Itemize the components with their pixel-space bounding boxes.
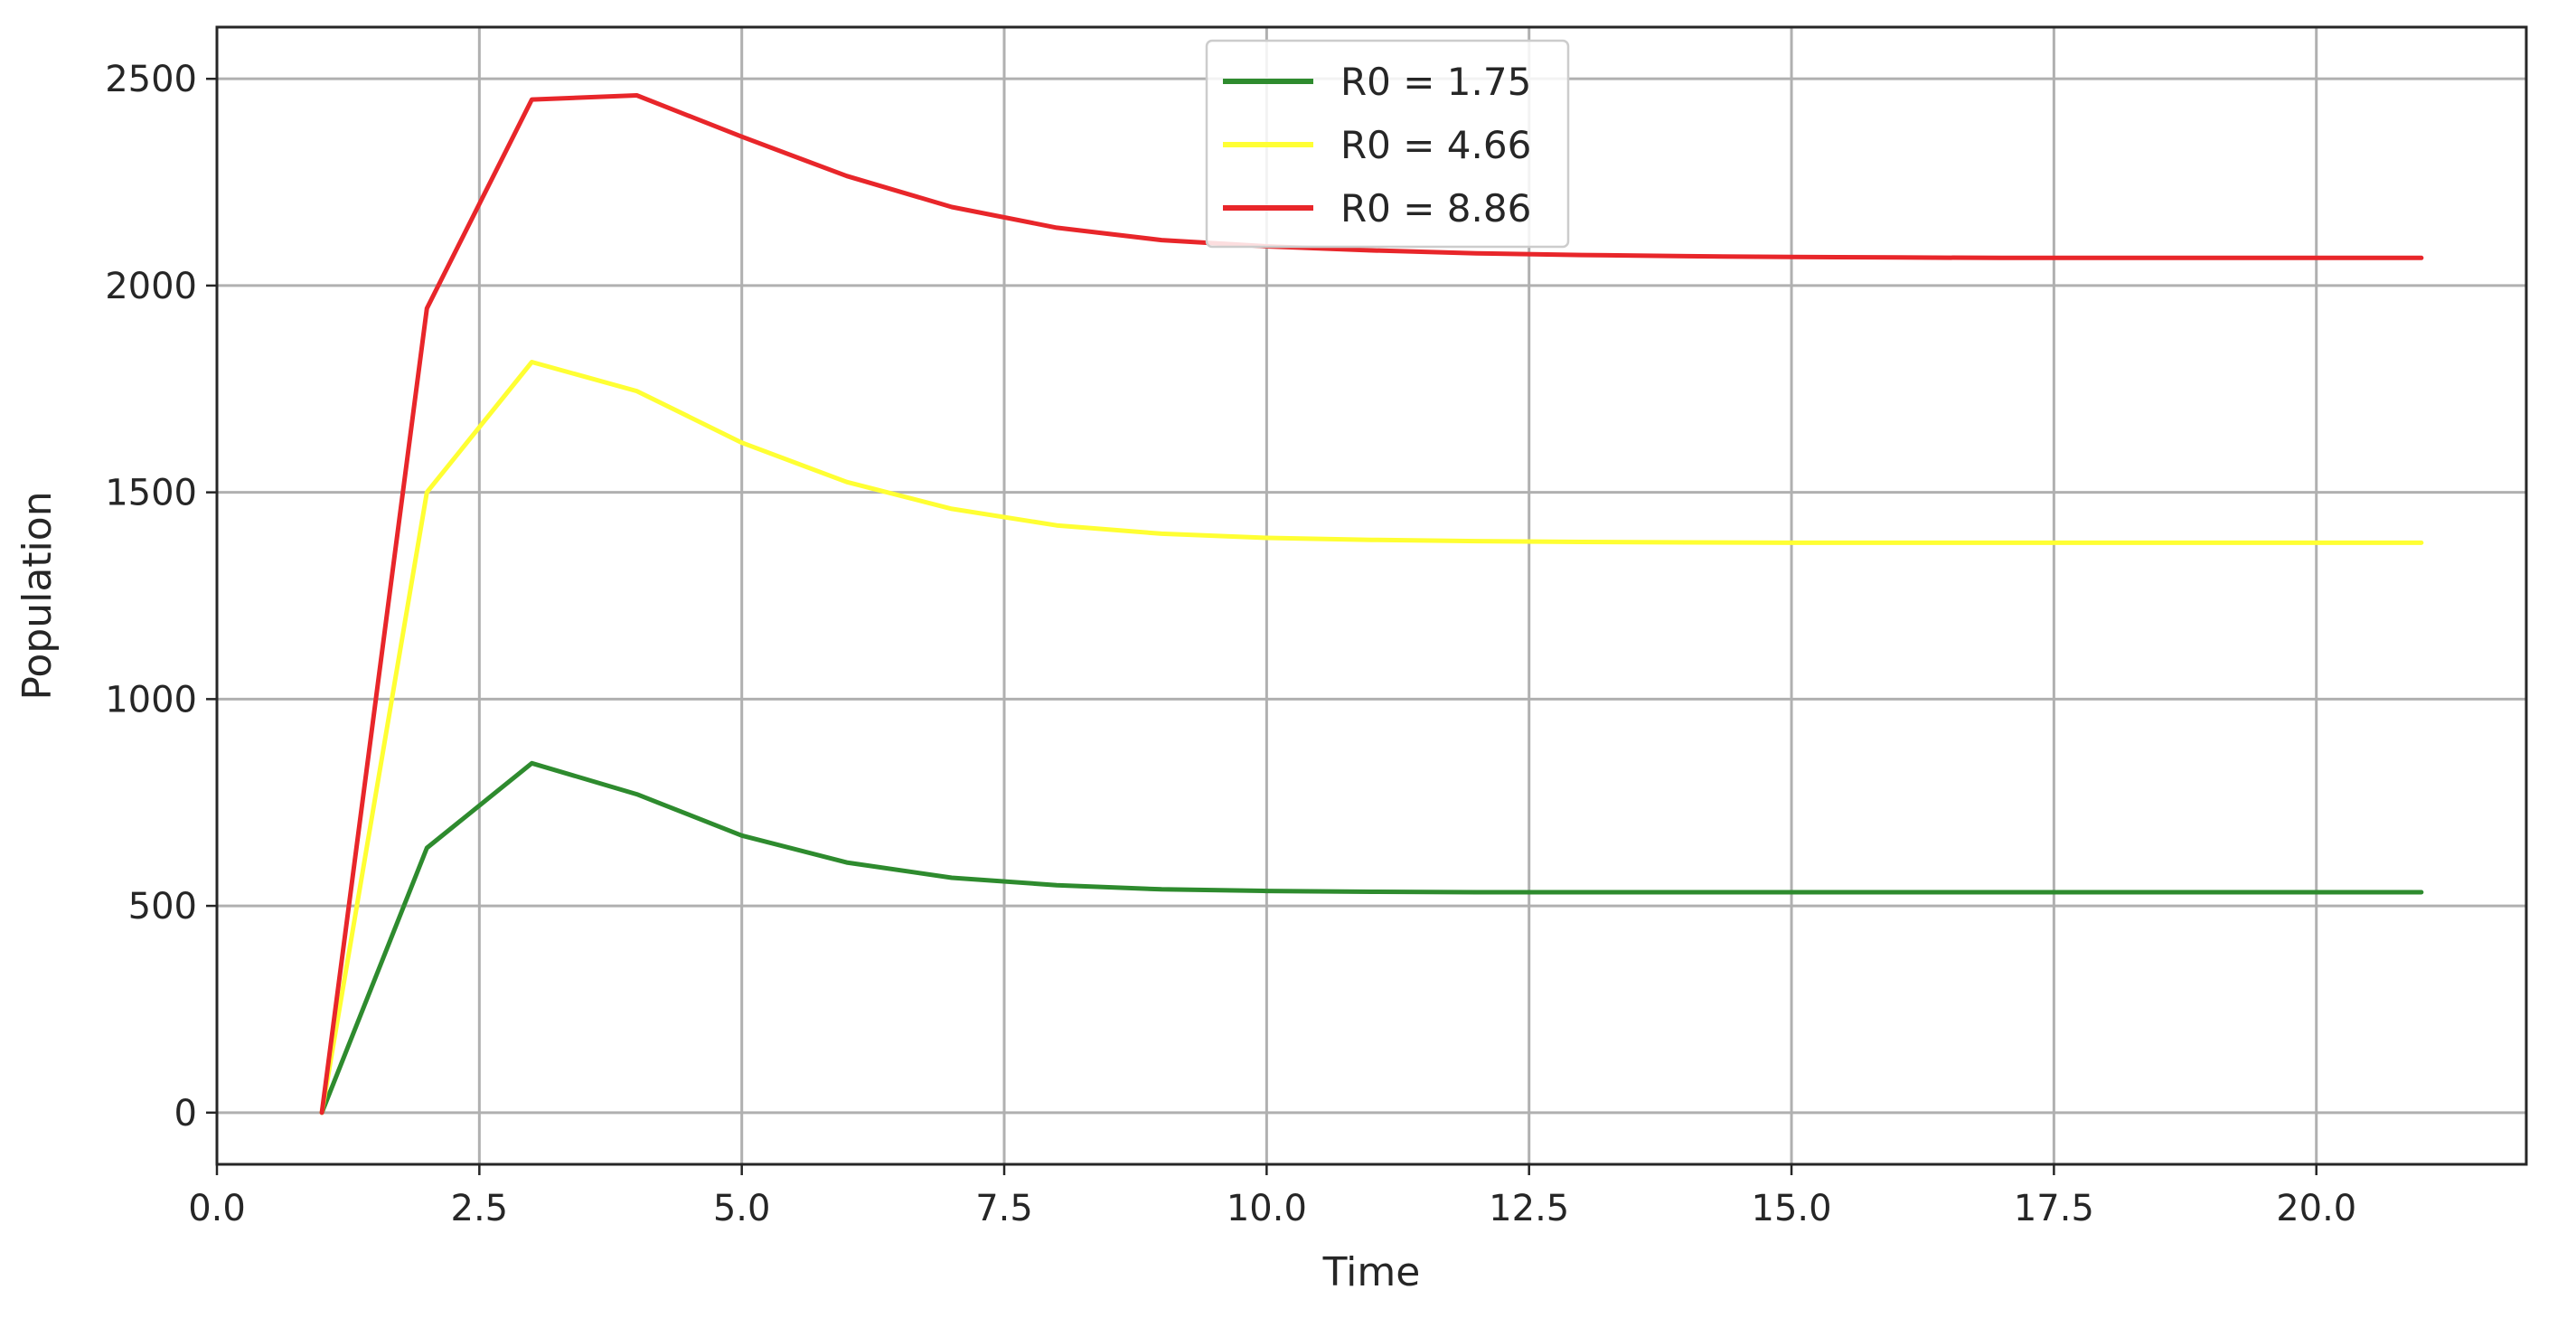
series-line: [319, 360, 2424, 1116]
x-tick-label: 15.0: [1752, 1188, 1832, 1229]
x-tick-label: 0.0: [188, 1188, 246, 1229]
y-axis-label: Population: [14, 491, 61, 700]
y-tick-label: 1500: [105, 473, 197, 514]
tick-marks: [206, 77, 2317, 1175]
x-tick-label: 20.0: [2276, 1188, 2356, 1229]
tick-labels: 0.0 2.5 5.0 7.5 10.0 12.5 15.0 17.5 20.0 0 500 1000…: [105, 59, 2356, 1229]
legend-label: R0 = 8.86: [1340, 186, 1531, 231]
x-tick-label: 2.5: [451, 1188, 509, 1229]
series-lines: [319, 93, 2424, 1116]
plot-frame: [215, 25, 2528, 1166]
y-tick-label: 0: [174, 1093, 197, 1134]
series-line: [319, 93, 2424, 1116]
legend-frame: [1205, 39, 1570, 249]
x-tick-label: 12.5: [1489, 1188, 1569, 1229]
legend: R0 = 1.75 R0 = 4.66 R0 = 8.86: [1205, 39, 1570, 249]
y-tick-label: 2000: [105, 266, 197, 307]
x-tick-label: 7.5: [975, 1188, 1033, 1229]
x-axis-label: Time: [1322, 1249, 1421, 1295]
legend-label: R0 = 1.75: [1340, 60, 1531, 104]
legend-label: R0 = 4.66: [1340, 123, 1531, 167]
x-tick-label: 5.0: [713, 1188, 771, 1229]
x-tick-label: 10.0: [1227, 1188, 1307, 1229]
y-tick-label: 2500: [105, 59, 197, 100]
y-tick-label: 1000: [105, 679, 197, 720]
series-line: [319, 760, 2424, 1116]
x-tick-label: 17.5: [2014, 1188, 2094, 1229]
y-tick-label: 500: [128, 886, 197, 927]
